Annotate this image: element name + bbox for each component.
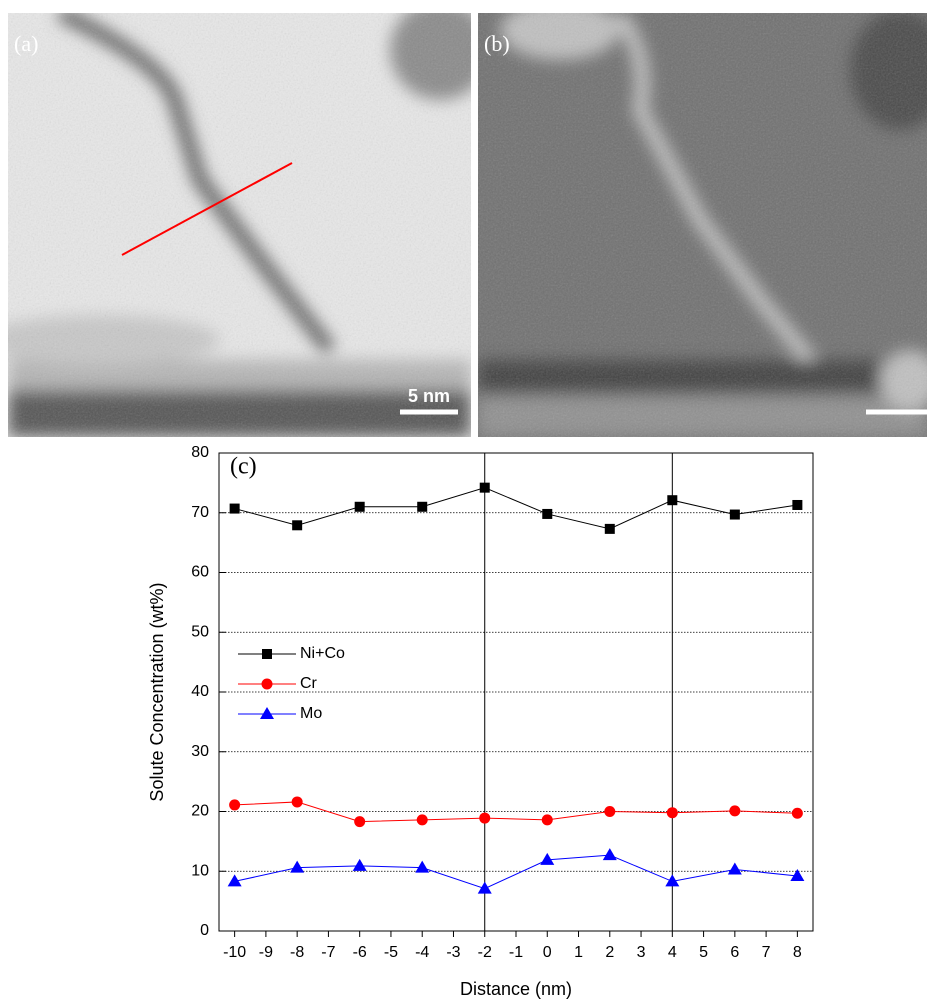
legend-label: Cr xyxy=(300,675,318,692)
y-tick-label: 30 xyxy=(191,743,209,760)
x-tick-label: -6 xyxy=(353,944,367,961)
micrograph-b xyxy=(478,0,927,437)
x-tick-label: 6 xyxy=(730,944,739,961)
data-point xyxy=(480,483,490,493)
data-point xyxy=(792,500,802,510)
x-tick-label: -8 xyxy=(290,944,304,961)
scale-bar-label: 5 nm xyxy=(408,386,450,406)
data-point xyxy=(479,813,490,824)
legend-marker xyxy=(262,649,272,659)
series-line xyxy=(235,488,798,529)
x-tick-label: -9 xyxy=(259,944,273,961)
series-line xyxy=(235,855,798,888)
data-point xyxy=(353,859,367,871)
chart-annotation: (c) xyxy=(230,454,257,480)
data-point xyxy=(415,861,429,873)
data-point xyxy=(792,808,803,819)
y-tick-label: 0 xyxy=(200,922,209,939)
y-tick-label: 50 xyxy=(191,623,209,640)
data-point xyxy=(542,814,553,825)
x-tick-label: 0 xyxy=(543,944,552,961)
data-point xyxy=(229,799,240,810)
x-tick-label: -5 xyxy=(384,944,398,961)
y-tick-label: 70 xyxy=(191,504,209,521)
data-point xyxy=(230,504,240,514)
x-tick-label: 5 xyxy=(699,944,708,961)
y-tick-label: 20 xyxy=(191,803,209,820)
x-tick-label: -10 xyxy=(223,944,246,961)
legend-marker xyxy=(260,707,274,719)
x-tick-label: 4 xyxy=(668,944,677,961)
legend-marker xyxy=(262,679,273,690)
data-point xyxy=(604,806,615,817)
data-point xyxy=(478,882,492,894)
data-point xyxy=(540,853,554,865)
y-tick-label: 80 xyxy=(191,444,209,461)
data-point xyxy=(728,862,742,874)
figure: (a) 5 nm (b) (c) Distance (nm) Solute Co… xyxy=(0,0,927,1006)
data-point xyxy=(730,510,740,520)
data-point xyxy=(603,848,617,860)
x-tick-label: -2 xyxy=(478,944,492,961)
x-tick-label: 8 xyxy=(793,944,802,961)
data-point xyxy=(667,807,678,818)
data-point xyxy=(729,805,740,816)
x-axis-title: Distance (nm) xyxy=(460,979,572,999)
y-tick-label: 60 xyxy=(191,564,209,581)
x-tick-label: -3 xyxy=(446,944,460,961)
x-tick-label: 3 xyxy=(637,944,646,961)
legend-label: Mo xyxy=(300,705,322,722)
data-point xyxy=(667,495,677,505)
x-tick-label: 1 xyxy=(574,944,583,961)
data-point xyxy=(605,524,615,534)
x-tick-label: -7 xyxy=(321,944,335,961)
panel-label: (b) xyxy=(484,31,510,56)
data-point xyxy=(292,796,303,807)
data-point xyxy=(290,861,304,873)
panel-label: (a) xyxy=(14,31,38,56)
y-tick-label: 10 xyxy=(191,862,209,879)
data-point xyxy=(417,814,428,825)
x-tick-label: 7 xyxy=(762,944,771,961)
page: {"panels": {"a_label": "(a)", "b_label":… xyxy=(0,0,927,1006)
data-point xyxy=(417,502,427,512)
data-point xyxy=(292,520,302,530)
x-tick-label: -4 xyxy=(415,944,429,961)
data-point xyxy=(354,816,365,827)
legend-label: Ni+Co xyxy=(300,645,345,662)
x-tick-label: 2 xyxy=(605,944,614,961)
y-axis-title: Solute Concentration (wt%) xyxy=(147,582,167,801)
x-tick-label: -1 xyxy=(509,944,523,961)
data-point xyxy=(355,502,365,512)
y-tick-label: 40 xyxy=(191,683,209,700)
micrograph-a xyxy=(0,0,490,437)
data-point xyxy=(542,509,552,519)
